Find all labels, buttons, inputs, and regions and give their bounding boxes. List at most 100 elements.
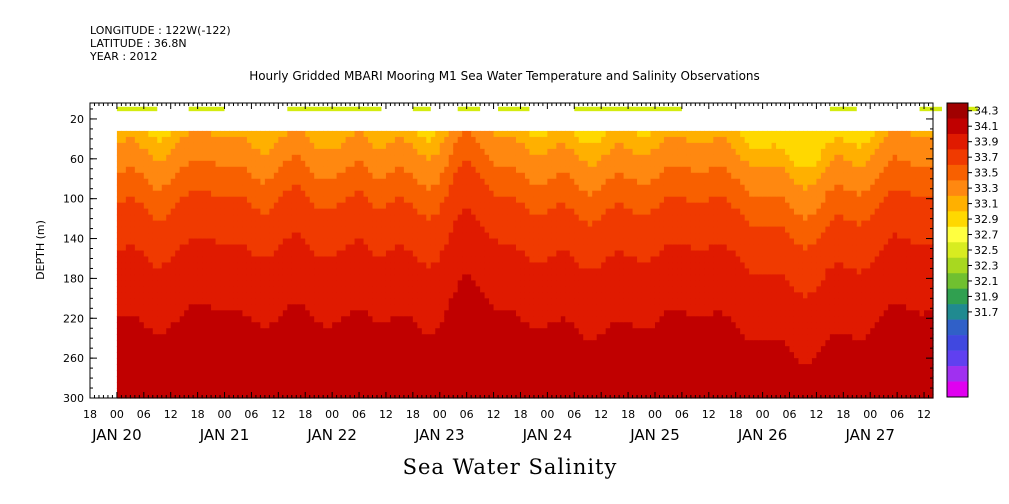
salinity-cell (583, 394, 589, 399)
salinity-cell (291, 286, 297, 293)
salinity-cell (493, 328, 499, 335)
salinity-cell (309, 214, 315, 222)
salinity-cell (161, 370, 167, 377)
salinity-cell (318, 376, 324, 383)
salinity-cell (587, 232, 593, 240)
salinity-cell (305, 334, 311, 341)
salinity-cell (211, 160, 217, 168)
salinity-cell (502, 328, 508, 335)
salinity-cell (394, 256, 400, 264)
salinity-cell (134, 166, 140, 174)
salinity-cell (327, 394, 333, 399)
salinity-cell (565, 268, 571, 276)
salinity-cell (282, 394, 288, 399)
salinity-cell (116, 184, 122, 192)
salinity-cell (610, 316, 616, 323)
salinity-cell (560, 346, 566, 353)
salinity-cell (408, 136, 414, 144)
salinity-cell (569, 328, 575, 335)
salinity-cell (412, 280, 418, 287)
salinity-cell (448, 376, 454, 383)
salinity-cell (291, 388, 297, 395)
salinity-cell (273, 220, 279, 228)
salinity-cell (116, 358, 122, 365)
salinity-cell (323, 316, 329, 323)
salinity-cell (300, 328, 306, 335)
salinity-cell (403, 370, 409, 377)
salinity-cell (255, 268, 261, 276)
salinity-cell (511, 256, 517, 264)
salinity-cell (134, 388, 140, 395)
salinity-cell (246, 190, 253, 198)
salinity-cell (211, 238, 217, 246)
salinity-cell (462, 304, 468, 311)
salinity-cell (359, 226, 365, 234)
salinity-cell (475, 340, 481, 347)
salinity-cell (345, 298, 351, 305)
salinity-cell (368, 298, 374, 305)
salinity-cell (507, 304, 513, 311)
salinity-cell (524, 184, 531, 192)
salinity-cell (264, 172, 270, 180)
salinity-cell (601, 202, 607, 210)
salinity-cell (403, 232, 409, 240)
salinity-cell (453, 220, 459, 228)
salinity-cell (524, 238, 531, 246)
salinity-cell (332, 274, 338, 281)
salinity-cell (610, 346, 616, 353)
salinity-cell (376, 250, 383, 258)
salinity-cell (134, 292, 140, 299)
salinity-cell (354, 256, 360, 264)
salinity-cell (354, 250, 360, 258)
salinity-cell (587, 352, 593, 359)
salinity-cell (498, 262, 504, 270)
salinity-cell (282, 262, 288, 270)
salinity-cell (139, 220, 145, 228)
salinity-cell (471, 334, 477, 341)
salinity-cell (327, 376, 333, 383)
salinity-cell (363, 196, 369, 204)
salinity-cell (372, 388, 378, 395)
salinity-cell (211, 310, 217, 317)
salinity-cell (287, 316, 293, 323)
salinity-cell (368, 256, 374, 264)
salinity-cell (220, 292, 226, 299)
salinity-cell (538, 148, 544, 156)
salinity-cell (605, 130, 611, 138)
salinity-cell (417, 316, 423, 323)
salinity-cell (587, 226, 593, 234)
salinity-cell (229, 394, 235, 399)
salinity-cell (251, 340, 257, 347)
salinity-cell (350, 370, 356, 377)
salinity-cell (475, 244, 481, 252)
salinity-cell (170, 142, 176, 150)
salinity-cell (224, 340, 230, 347)
salinity-cell (462, 316, 468, 323)
salinity-cell (475, 208, 481, 216)
salinity-cell (533, 310, 539, 317)
salinity-cell (332, 130, 338, 138)
salinity-cell (211, 202, 217, 210)
salinity-cell (502, 286, 508, 293)
salinity-cell (524, 292, 531, 299)
salinity-cell (533, 376, 539, 383)
salinity-cell (403, 364, 409, 371)
salinity-cell (278, 196, 284, 204)
salinity-cell (269, 370, 275, 377)
salinity-cell (224, 328, 230, 335)
salinity-cell (444, 292, 450, 299)
salinity-cell (368, 166, 374, 174)
salinity-cell (493, 352, 499, 359)
salinity-cell (220, 334, 226, 341)
salinity-cell (170, 148, 176, 156)
salinity-cell (457, 262, 463, 270)
salinity-cell (206, 262, 212, 270)
salinity-cell (489, 160, 495, 168)
salinity-cell (578, 214, 584, 222)
salinity-cell (237, 172, 244, 180)
salinity-cell (462, 292, 468, 299)
salinity-cell (547, 196, 553, 204)
salinity-cell (439, 262, 445, 270)
salinity-cell (157, 166, 163, 174)
salinity-cell (394, 358, 400, 365)
